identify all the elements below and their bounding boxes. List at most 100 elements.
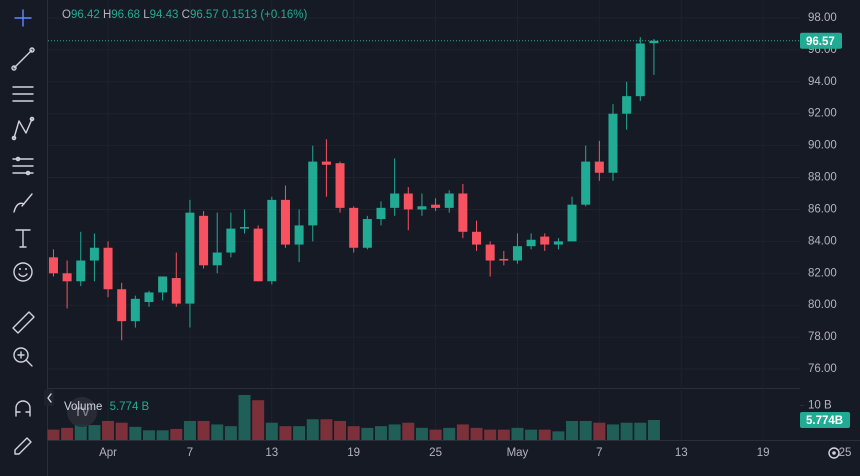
candle-body bbox=[403, 193, 413, 210]
volume-bar bbox=[593, 422, 606, 440]
candle-body bbox=[280, 199, 290, 245]
candle-body bbox=[499, 258, 509, 261]
volume-bar bbox=[388, 424, 401, 440]
candle-body bbox=[267, 199, 277, 282]
candle-body bbox=[76, 260, 86, 282]
x-tick-label: Apr bbox=[99, 447, 117, 459]
x-tick-label: May bbox=[507, 447, 529, 459]
y-tick-label: 84.00 bbox=[808, 235, 837, 247]
volume-bar bbox=[552, 431, 565, 440]
candle-body bbox=[294, 225, 304, 245]
forecast-tool[interactable] bbox=[12, 156, 34, 176]
volume-bar bbox=[429, 429, 442, 440]
volume-bar bbox=[415, 427, 428, 440]
last-volume-label: 5.774B bbox=[806, 415, 843, 427]
candle-body bbox=[390, 193, 400, 208]
candle-body bbox=[240, 227, 250, 229]
candle-body bbox=[567, 204, 577, 242]
high-prefix: H bbox=[103, 9, 111, 21]
candle-body bbox=[635, 43, 645, 97]
candle-body bbox=[553, 241, 563, 245]
pattern-tool[interactable] bbox=[11, 116, 35, 141]
candle-body bbox=[622, 96, 632, 114]
candle-body bbox=[458, 193, 468, 232]
candle-body bbox=[321, 161, 331, 165]
x-tick-label: 19 bbox=[347, 447, 360, 459]
candles bbox=[48, 37, 800, 341]
axes: 76.00 78.00 80.00 82.00 84.00 86.00 88.00 90.00… bbox=[99, 12, 851, 459]
y-tick-label: 98.00 bbox=[808, 12, 837, 24]
change-percent: (+0.16%) bbox=[260, 9, 307, 21]
x-tick-label: 13 bbox=[675, 447, 688, 459]
volume-bar bbox=[142, 430, 155, 440]
logo: TV bbox=[67, 397, 97, 427]
volume-bar bbox=[538, 429, 551, 440]
candle-body bbox=[581, 161, 591, 205]
ruler-tool[interactable] bbox=[12, 311, 35, 334]
volume-bar bbox=[374, 426, 387, 440]
volume-bar bbox=[347, 426, 360, 440]
candle-body bbox=[431, 204, 441, 208]
candle-body bbox=[649, 40, 659, 44]
volume-bar bbox=[197, 420, 210, 440]
grid bbox=[48, 0, 800, 440]
volume-bar bbox=[279, 426, 292, 440]
low-value: 94.43 bbox=[150, 9, 179, 21]
candle-body bbox=[130, 298, 140, 322]
y-tick-label: 92.00 bbox=[808, 108, 837, 120]
y-tick-label: 76.00 bbox=[808, 363, 837, 375]
fib-tool[interactable] bbox=[12, 86, 34, 102]
volume-bar bbox=[443, 427, 456, 440]
candle-body bbox=[485, 244, 495, 261]
candle-body bbox=[362, 219, 372, 248]
candle-body bbox=[472, 231, 482, 245]
trend-line-tool[interactable] bbox=[11, 47, 35, 71]
brush-tool[interactable] bbox=[13, 193, 33, 213]
volume-bar bbox=[238, 395, 251, 440]
open-value: 96.42 bbox=[71, 9, 100, 21]
magnet-tool[interactable] bbox=[15, 400, 31, 417]
volume-pane bbox=[47, 395, 660, 440]
lock-draw-tool[interactable] bbox=[14, 437, 32, 455]
y-tick-label: 82.00 bbox=[808, 267, 837, 279]
volume-bar bbox=[566, 420, 579, 440]
volume-bar bbox=[115, 422, 128, 440]
candle-body bbox=[48, 257, 58, 274]
volume-bar bbox=[620, 422, 633, 440]
close-value: 96.57 bbox=[190, 9, 219, 21]
candle-body bbox=[226, 228, 236, 253]
candle-body bbox=[417, 206, 427, 210]
collapse-button[interactable] bbox=[44, 390, 54, 406]
volume-bar bbox=[320, 419, 333, 440]
change: 0.1513 bbox=[222, 9, 257, 21]
volume-bar bbox=[102, 420, 115, 440]
volume-bar bbox=[606, 424, 619, 440]
volume-bar bbox=[497, 429, 510, 440]
low-prefix: L bbox=[143, 9, 150, 21]
settings-button[interactable] bbox=[828, 447, 840, 459]
candle-body bbox=[540, 236, 550, 245]
volume-bar bbox=[183, 420, 196, 440]
close-prefix: C bbox=[182, 9, 190, 21]
candle-body bbox=[199, 215, 209, 266]
zoom-tool[interactable] bbox=[13, 347, 33, 367]
text-tool[interactable] bbox=[15, 229, 31, 248]
crosshair-tool[interactable] bbox=[14, 9, 32, 27]
toolbar bbox=[11, 9, 35, 455]
emoji-tool[interactable] bbox=[13, 262, 33, 282]
volume-bar bbox=[211, 424, 224, 440]
volume-bar bbox=[156, 430, 169, 440]
candle-body bbox=[158, 276, 168, 293]
volume-bar bbox=[88, 425, 101, 440]
last-price-label: 96.57 bbox=[806, 36, 835, 48]
x-tick-label: 13 bbox=[265, 447, 278, 459]
candle-body bbox=[62, 273, 72, 282]
volume-bar bbox=[224, 426, 237, 440]
y2-tick-label: 10 B bbox=[808, 399, 832, 411]
volume-bar bbox=[456, 424, 469, 440]
candle-body bbox=[144, 292, 154, 303]
candle-body bbox=[376, 207, 386, 220]
candle-body bbox=[117, 289, 127, 322]
